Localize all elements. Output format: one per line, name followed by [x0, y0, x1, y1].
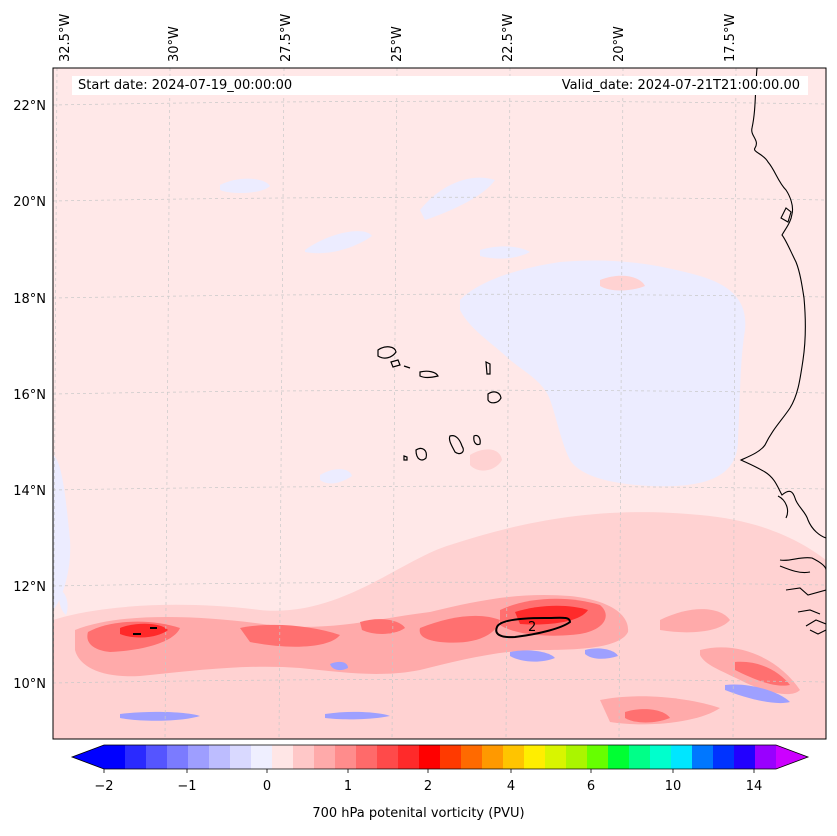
pv-field: 2 — [53, 68, 826, 739]
lat-label: 12°N — [13, 580, 46, 595]
colorbar-tick-label: 1 — [344, 779, 352, 794]
contour-label: 2 — [528, 620, 536, 635]
colorbar-segment — [629, 745, 651, 769]
colorbar-segment — [713, 745, 735, 769]
colorbar-segment — [146, 745, 168, 769]
colorbar-segment — [566, 745, 588, 769]
latitude-labels: 22°N 20°N 18°N 16°N 14°N 12°N 10°N — [13, 99, 46, 692]
pv-2-contour — [133, 616, 572, 639]
colorbar-tick-label: 6 — [587, 779, 595, 794]
colorbar-segment — [251, 745, 273, 769]
colorbar-tick-label: 10 — [665, 779, 682, 794]
colorbar-segment — [545, 745, 567, 769]
lon-label: 17.5°W — [723, 14, 738, 62]
colorbar-segment — [167, 745, 189, 769]
colorbar-tick-label: 2 — [424, 779, 432, 794]
colorbar-segment — [650, 745, 672, 769]
colorbar-label: 700 hPa potenital vorticity (PVU) — [312, 806, 525, 821]
colorbar-ticks — [103, 769, 755, 773]
colorbar-segment — [125, 745, 147, 769]
strong-negative-pv — [120, 648, 790, 721]
colorbar-segment — [377, 745, 399, 769]
colorbar-segment — [755, 745, 777, 769]
colorbar-segment — [230, 745, 252, 769]
coastline — [739, 68, 826, 635]
colorbar-segment — [209, 745, 231, 769]
lon-label: 22.5°W — [501, 14, 516, 62]
colorbar-segment — [398, 745, 420, 769]
colorbar-tick-label: −2 — [94, 779, 113, 794]
lon-label: 32.5°W — [58, 14, 73, 62]
colorbar-segment — [671, 745, 693, 769]
colorbar-tick-label: −1 — [177, 779, 196, 794]
colorbar-tick-label: 4 — [507, 779, 515, 794]
lat-label: 16°N — [13, 388, 46, 403]
lon-label: 27.5°W — [279, 14, 294, 62]
colorbar-over-triangle — [776, 745, 808, 769]
colorbar-segment — [335, 745, 357, 769]
colorbar-segment — [734, 745, 756, 769]
map-frame — [52, 67, 827, 740]
colorbar: −2 −1 0 1 2 4 6 10 14 — [70, 744, 810, 794]
lon-label: 20°W — [612, 26, 627, 62]
colorbar-tick-labels: −2 −1 0 1 2 4 6 10 14 — [94, 779, 762, 794]
colorbar-segment — [356, 745, 378, 769]
cape-verde-islands — [377, 346, 502, 461]
colorbar-segment — [608, 745, 630, 769]
graticule — [53, 68, 826, 739]
colorbar-under-triangle — [72, 745, 104, 769]
colorbar-segment — [104, 745, 126, 769]
lat-label: 22°N — [13, 99, 46, 114]
colorbar-tick-label: 0 — [263, 779, 271, 794]
lat-label: 14°N — [13, 484, 46, 499]
colorbar-segments — [104, 745, 777, 769]
colorbar-segment — [503, 745, 525, 769]
colorbar-segment — [482, 745, 504, 769]
start-date-label: Start date: 2024-07-19_00:00:00 — [72, 76, 338, 95]
colorbar-segment — [587, 745, 609, 769]
colorbar-segment — [419, 745, 441, 769]
lat-label: 20°N — [13, 195, 46, 210]
colorbar-segment — [692, 745, 714, 769]
valid-date-label: Valid_date: 2024-07-21T21:00:00.00 — [332, 76, 808, 95]
longitude-labels: 32.5°W 30°W 27.5°W 25°W 22.5°W 20°W 17.5… — [58, 14, 738, 62]
colorbar-segment — [524, 745, 546, 769]
colorbar-segment — [314, 745, 336, 769]
colorbar-segment — [461, 745, 483, 769]
colorbar-segment — [188, 745, 210, 769]
colorbar-segment — [293, 745, 315, 769]
lat-label: 10°N — [13, 677, 46, 692]
lon-label: 30°W — [167, 26, 182, 62]
lon-label: 25°W — [390, 26, 405, 62]
colorbar-segment — [440, 745, 462, 769]
colorbar-segment — [272, 745, 294, 769]
colorbar-tick-label: 14 — [746, 779, 763, 794]
lat-label: 18°N — [13, 292, 46, 307]
